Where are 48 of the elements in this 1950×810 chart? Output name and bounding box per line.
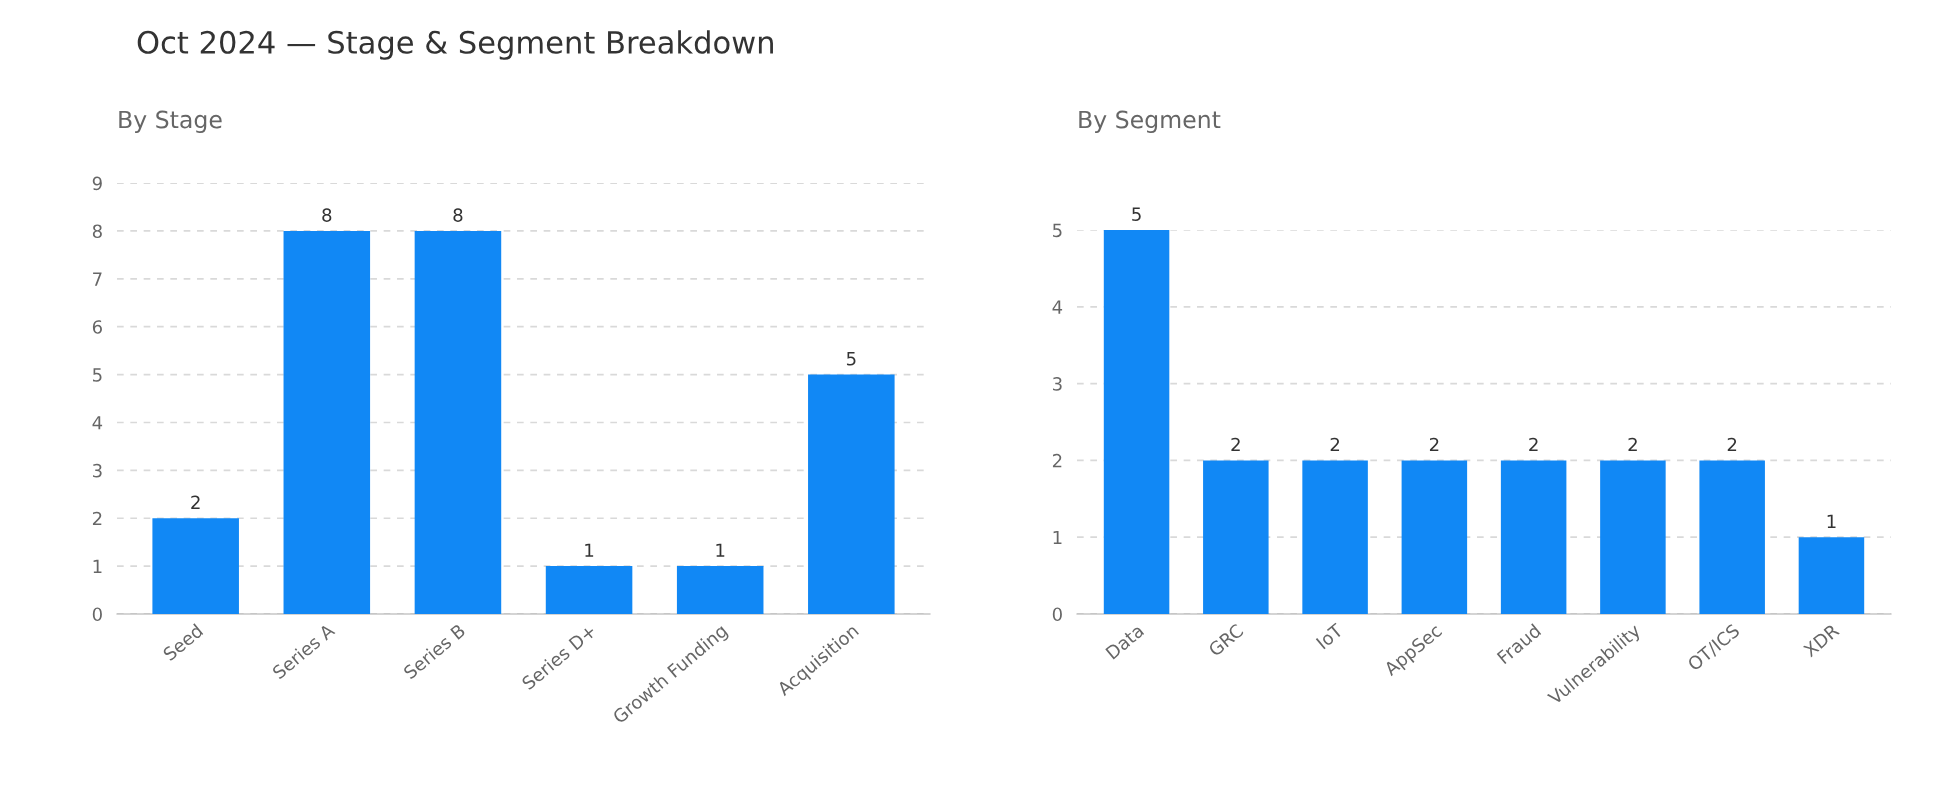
bar bbox=[1798, 537, 1865, 614]
data-label: 2 bbox=[1529, 437, 1538, 452]
data-label: 8 bbox=[453, 208, 463, 222]
y-tick-label: 1 bbox=[1053, 530, 1062, 545]
data-label: 1 bbox=[1827, 514, 1836, 528]
y-tick-label: 8 bbox=[92, 224, 102, 239]
data-label: 2 bbox=[1231, 437, 1240, 452]
data-label: 1 bbox=[716, 543, 725, 557]
y-tick-label: 5 bbox=[1053, 223, 1062, 238]
bar bbox=[1401, 460, 1468, 614]
y-tick-label: 3 bbox=[93, 463, 102, 478]
bar bbox=[1600, 460, 1666, 614]
data-label: 2 bbox=[191, 495, 200, 509]
bar bbox=[1203, 460, 1269, 614]
bar bbox=[1699, 460, 1765, 614]
y-tick-label: 0 bbox=[1052, 607, 1062, 622]
bar bbox=[1103, 230, 1170, 614]
y-tick-label: 6 bbox=[92, 320, 102, 334]
y-tick-label: 4 bbox=[92, 416, 103, 430]
chart-subtitle: By Segment bbox=[1079, 110, 1221, 133]
bar bbox=[545, 566, 633, 614]
x-tick-label: IoT bbox=[1315, 622, 1345, 650]
chart-title: Oct 2024 — Stage & Segment Breakdown bbox=[137, 30, 773, 60]
data-label: 2 bbox=[1429, 437, 1439, 452]
data-label: 5 bbox=[846, 352, 856, 366]
bar bbox=[808, 374, 895, 614]
bar bbox=[676, 566, 764, 614]
data-label: 1 bbox=[585, 543, 594, 557]
y-tick-label: 4 bbox=[1052, 300, 1063, 314]
y-tick-label: 9 bbox=[92, 176, 102, 191]
y-tick-label: 5 bbox=[93, 368, 102, 382]
data-label: 2 bbox=[1330, 437, 1340, 452]
data-label: 2 bbox=[1628, 437, 1637, 452]
bar bbox=[414, 230, 502, 614]
data-label: 8 bbox=[322, 208, 332, 222]
bar bbox=[283, 230, 371, 614]
y-tick-label: 7 bbox=[93, 272, 102, 286]
bar bbox=[152, 518, 239, 614]
data-label: 5 bbox=[1132, 207, 1141, 221]
bar bbox=[1302, 460, 1368, 614]
y-tick-label: 3 bbox=[1053, 377, 1062, 391]
y-tick-label: 2 bbox=[1052, 453, 1062, 468]
chart-subtitle: By Stage bbox=[119, 110, 222, 133]
y-tick-label: 1 bbox=[93, 559, 102, 573]
data-label: 2 bbox=[1727, 437, 1737, 452]
y-tick-label: 2 bbox=[92, 511, 102, 526]
y-tick-label: 0 bbox=[92, 607, 102, 622]
bar bbox=[1500, 460, 1567, 614]
